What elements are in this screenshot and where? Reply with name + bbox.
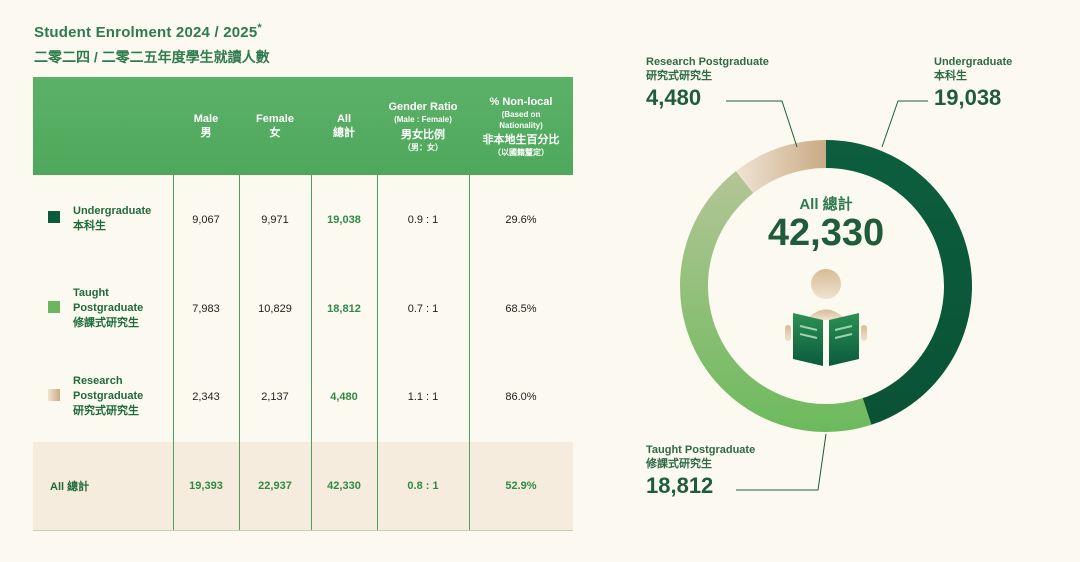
cell-ratio: 0.9 : 1: [407, 214, 439, 226]
donut-slice-taught-postgraduate: [680, 171, 872, 432]
cell-female: 10,829: [258, 303, 292, 315]
row-label-taught: Taught Postgraduate 修課式研究生: [73, 287, 144, 329]
header-female: Female 女: [256, 113, 294, 139]
table-header: [33, 77, 573, 175]
cell-nonlocal: 68.5%: [505, 303, 537, 315]
reader-head: [811, 269, 841, 299]
header-gender-ratio: Gender Ratio (Male : Female) 男女比例 （男：女）: [388, 100, 458, 152]
column-divider: [239, 175, 240, 531]
page-title: Student Enrolment 2024 / 2025*: [34, 22, 262, 41]
column-divider: [311, 175, 312, 531]
column-divider: [469, 175, 470, 531]
header-non-local: % Non-local (Based on Nationality) 非本地生百…: [482, 95, 560, 157]
page-subtitle: 二零二四 / 二零二五年度學生就讀人數: [34, 49, 270, 65]
row-label-research: Research Postgraduate 研究式研究生: [73, 375, 144, 417]
undergraduate-leader-line: [881, 100, 928, 148]
cell-all: 4,480: [330, 391, 358, 403]
taught-swatch: [48, 301, 60, 313]
enrolment-table: Male 男 Female 女 All 總計 Gender Ratio (Mal…: [33, 77, 573, 531]
cell-male: 9,067: [192, 214, 220, 226]
row-label-total: All 總計: [50, 481, 90, 493]
reader-hand-right: [861, 325, 867, 341]
column-divider: [173, 175, 174, 531]
cell-ratio: 1.1 : 1: [407, 391, 439, 403]
reader-hand-left: [785, 325, 791, 341]
cell-female: 22,937: [258, 480, 292, 492]
cell-female: 2,137: [261, 391, 289, 403]
column-divider: [377, 175, 378, 531]
cell-male: 2,343: [192, 391, 220, 403]
research-leader-line: [726, 100, 798, 148]
callout-research: Research Postgraduate 研究式研究生 4,480: [646, 56, 769, 110]
cell-all: 19,038: [327, 214, 361, 226]
total-row-background: [33, 442, 573, 531]
reader-shoulders: [806, 309, 846, 320]
donut-slice-research-postgraduate: [735, 140, 826, 194]
cell-nonlocal: 29.6%: [505, 214, 537, 226]
table-bottom-border: [33, 530, 573, 531]
donut-center-label: All 總計: [799, 196, 853, 213]
donut-center-value: 42,330: [767, 212, 885, 254]
cell-ratio: 0.8 : 1: [407, 480, 439, 492]
cell-male: 7,983: [192, 303, 220, 315]
row-label-undergraduate: Undergraduate 本科生: [73, 205, 152, 232]
taught-leader-line: [736, 433, 827, 491]
undergraduate-swatch: [48, 211, 60, 223]
donut-slice-undergraduate: [826, 140, 972, 425]
book-left-page: [793, 313, 823, 366]
header-male: Male 男: [193, 113, 219, 139]
header-all: All 總計: [333, 113, 355, 139]
cell-male: 19,393: [189, 480, 223, 492]
student-reading-icon: [785, 269, 867, 366]
book-lines: [799, 325, 853, 339]
callout-taught: Taught Postgraduate 修課式研究生 18,812: [646, 444, 756, 498]
research-swatch: [48, 389, 60, 401]
cell-all: 42,330: [327, 480, 361, 492]
callout-undergraduate: Undergraduate 本科生 19,038: [934, 56, 1013, 110]
cell-all: 18,812: [327, 303, 361, 315]
book-right-page: [829, 313, 859, 366]
cell-female: 9,971: [261, 214, 289, 226]
cell-ratio: 0.7 : 1: [407, 303, 439, 315]
cell-nonlocal: 52.9%: [505, 480, 537, 492]
cell-nonlocal: 86.0%: [505, 391, 537, 403]
